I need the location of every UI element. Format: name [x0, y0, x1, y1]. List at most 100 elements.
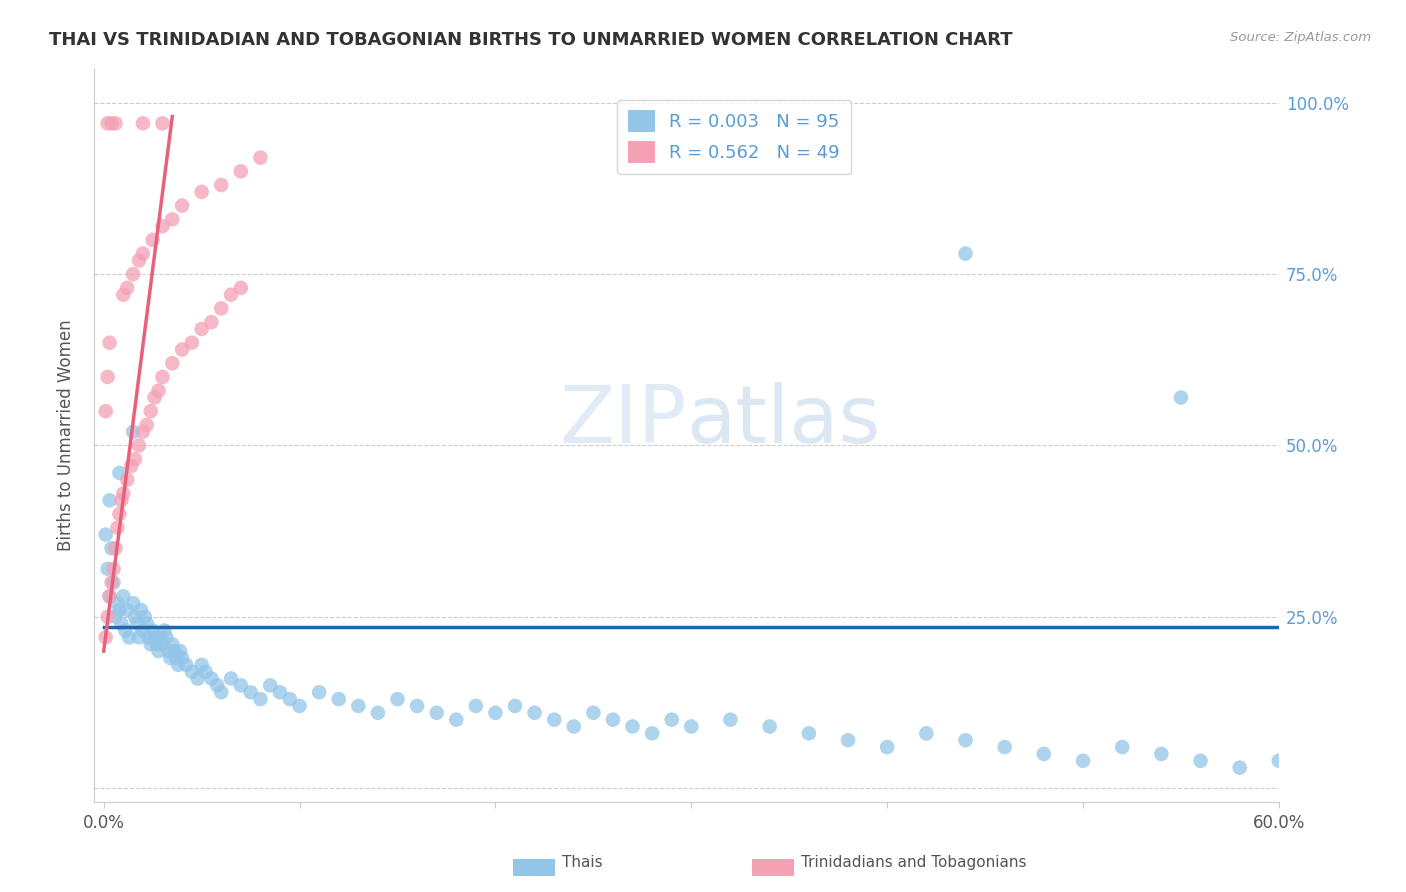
Point — [100, 541, 122, 556]
Point — [170, 651, 193, 665]
Point — [112, 589, 135, 603]
Point — [190, 185, 212, 199]
Point — [132, 246, 155, 260]
Point — [1032, 747, 1054, 761]
Point — [104, 116, 127, 130]
Point — [108, 603, 131, 617]
Point — [641, 726, 664, 740]
Point — [100, 116, 122, 130]
Point — [328, 692, 350, 706]
Point — [229, 678, 252, 692]
Point — [1268, 754, 1291, 768]
Point — [135, 417, 157, 432]
Point — [94, 404, 117, 418]
Point — [426, 706, 449, 720]
Point — [582, 706, 605, 720]
Point — [153, 624, 176, 638]
Point — [207, 678, 229, 692]
Point — [94, 527, 117, 541]
Point — [994, 740, 1017, 755]
Point — [129, 603, 152, 617]
Point — [187, 672, 209, 686]
Point — [229, 164, 252, 178]
Point — [200, 672, 222, 686]
Point — [955, 733, 977, 747]
Point — [876, 740, 898, 755]
Point — [239, 685, 262, 699]
Point — [915, 726, 938, 740]
Point — [219, 287, 242, 301]
Point — [108, 507, 131, 521]
Point — [180, 665, 202, 679]
Point — [104, 610, 127, 624]
Point — [122, 596, 145, 610]
Point — [149, 631, 172, 645]
Point — [115, 603, 138, 617]
Point — [145, 637, 167, 651]
Point — [170, 198, 193, 212]
Point — [758, 719, 780, 733]
Point — [681, 719, 703, 733]
Point — [174, 657, 197, 672]
Point — [249, 692, 271, 706]
Point — [132, 425, 155, 439]
Point — [115, 281, 138, 295]
Text: ZIP: ZIP — [560, 382, 686, 459]
Point — [132, 116, 155, 130]
Point — [162, 637, 184, 651]
Point — [124, 452, 146, 467]
Point — [259, 678, 281, 692]
Point — [97, 370, 120, 384]
Point — [128, 438, 150, 452]
Text: THAI VS TRINIDADIAN AND TOBAGONIAN BIRTHS TO UNMARRIED WOMEN CORRELATION CHART: THAI VS TRINIDADIAN AND TOBAGONIAN BIRTH… — [49, 31, 1012, 49]
Y-axis label: Births to Unmarried Women: Births to Unmarried Women — [58, 319, 75, 551]
Legend: R = 0.003   N = 95, R = 0.562   N = 49: R = 0.003 N = 95, R = 0.562 N = 49 — [617, 100, 851, 174]
Point — [621, 719, 644, 733]
Point — [112, 287, 135, 301]
Point — [142, 624, 165, 638]
Point — [97, 610, 120, 624]
Point — [152, 219, 174, 234]
Point — [110, 493, 132, 508]
Point — [159, 651, 181, 665]
Point — [406, 698, 429, 713]
Point — [157, 644, 180, 658]
Point — [98, 335, 121, 350]
Point — [165, 651, 187, 665]
Point — [115, 473, 138, 487]
Point — [278, 692, 301, 706]
Point — [249, 151, 271, 165]
Point — [114, 624, 136, 638]
Point — [1189, 754, 1212, 768]
Point — [200, 315, 222, 329]
Text: Trinidadians and Tobagonians: Trinidadians and Tobagonians — [801, 855, 1026, 870]
Point — [134, 610, 156, 624]
Point — [155, 631, 177, 645]
Point — [543, 713, 565, 727]
Point — [112, 486, 135, 500]
Point — [1170, 391, 1192, 405]
Point — [107, 521, 129, 535]
Point — [1150, 747, 1173, 761]
Point — [367, 706, 389, 720]
Point — [110, 616, 132, 631]
Point — [288, 698, 311, 713]
Text: Source: ZipAtlas.com: Source: ZipAtlas.com — [1230, 31, 1371, 45]
Point — [124, 610, 146, 624]
Point — [387, 692, 409, 706]
Point — [104, 541, 127, 556]
Point — [162, 212, 184, 227]
Point — [194, 665, 217, 679]
Bar — [513, 858, 555, 876]
Point — [100, 575, 122, 590]
Point — [602, 713, 624, 727]
Point — [97, 116, 120, 130]
Point — [125, 616, 148, 631]
Point — [190, 322, 212, 336]
Point — [180, 335, 202, 350]
Point — [167, 657, 190, 672]
Point — [464, 698, 486, 713]
Point — [308, 685, 330, 699]
Point — [1229, 761, 1251, 775]
Text: atlas: atlas — [686, 382, 880, 459]
